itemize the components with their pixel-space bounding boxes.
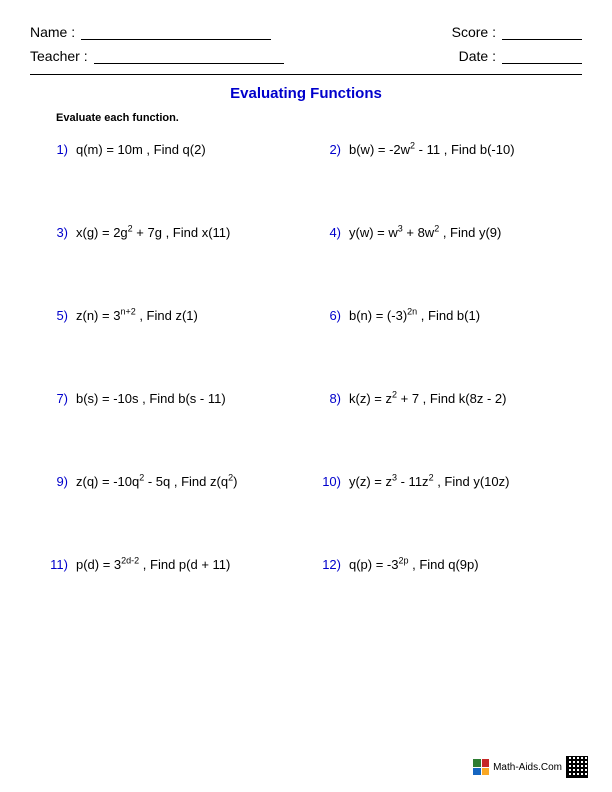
problem-number: 12) <box>311 557 341 572</box>
problem-expression: x(g) = 2g2 + 7g , Find x(11) <box>76 225 230 240</box>
problem-number: 4) <box>311 225 341 240</box>
problem-number: 2) <box>311 142 341 157</box>
footer-site: Math-Aids.Com <box>493 762 562 773</box>
problem-expression: k(z) = z2 + 7 , Find k(8z - 2) <box>349 391 506 406</box>
worksheet-page: Name : Score : Teacher : Date : Evaluati… <box>0 0 612 592</box>
problem-number: 11) <box>38 557 68 572</box>
name-blank <box>81 26 271 40</box>
problem-expression: b(w) = -2w2 - 11 , Find b(-10) <box>349 142 515 157</box>
problem-9: 9) z(q) = -10q2 - 5q , Find z(q2) <box>38 474 301 489</box>
problem-expression: y(z) = z3 - 11z2 , Find y(10z) <box>349 474 509 489</box>
problem-number: 10) <box>311 474 341 489</box>
logo-icon <box>473 759 489 775</box>
score-label: Score : <box>452 24 496 40</box>
problem-1: 1) q(m) = 10m , Find q(2) <box>38 142 301 157</box>
problem-number: 7) <box>38 391 68 406</box>
problem-number: 1) <box>38 142 68 157</box>
problem-2: 2) b(w) = -2w2 - 11 , Find b(-10) <box>311 142 574 157</box>
score-field: Score : <box>452 24 582 40</box>
qr-icon <box>566 756 588 778</box>
name-field: Name : <box>30 24 271 40</box>
problem-expression: p(d) = 32d-2 , Find p(d + 11) <box>76 557 230 572</box>
problem-expression: q(p) = -32p , Find q(9p) <box>349 557 479 572</box>
problem-number: 9) <box>38 474 68 489</box>
problem-4: 4) y(w) = w3 + 8w2 , Find y(9) <box>311 225 574 240</box>
problem-expression: z(q) = -10q2 - 5q , Find z(q2) <box>76 474 237 489</box>
teacher-field: Teacher : <box>30 48 284 64</box>
problem-11: 11) p(d) = 32d-2 , Find p(d + 11) <box>38 557 301 572</box>
problem-number: 8) <box>311 391 341 406</box>
date-blank <box>502 50 582 64</box>
problems-grid: 1) q(m) = 10m , Find q(2) 2) b(w) = -2w2 - … <box>30 142 582 572</box>
instruction-text: Evaluate each function. <box>56 112 582 124</box>
problem-8: 8) k(z) = z2 + 7 , Find k(8z - 2) <box>311 391 574 406</box>
problem-5: 5) z(n) = 3n+2 , Find z(1) <box>38 308 301 323</box>
teacher-label: Teacher : <box>30 48 88 64</box>
problem-expression: b(s) = -10s , Find b(s - 11) <box>76 391 226 406</box>
problem-expression: z(n) = 3n+2 , Find z(1) <box>76 308 198 323</box>
problem-number: 5) <box>38 308 68 323</box>
header-divider <box>30 74 582 75</box>
problem-3: 3) x(g) = 2g2 + 7g , Find x(11) <box>38 225 301 240</box>
problem-10: 10) y(z) = z3 - 11z2 , Find y(10z) <box>311 474 574 489</box>
name-label: Name : <box>30 24 75 40</box>
teacher-blank <box>94 50 284 64</box>
footer: Math-Aids.Com <box>473 756 588 778</box>
problem-expression: y(w) = w3 + 8w2 , Find y(9) <box>349 225 501 240</box>
score-blank <box>502 26 582 40</box>
date-label: Date : <box>459 48 496 64</box>
date-field: Date : <box>459 48 582 64</box>
problem-expression: q(m) = 10m , Find q(2) <box>76 142 206 157</box>
header-row-1: Name : Score : <box>30 24 582 40</box>
problem-7: 7) b(s) = -10s , Find b(s - 11) <box>38 391 301 406</box>
header-row-2: Teacher : Date : <box>30 48 582 64</box>
page-title: Evaluating Functions <box>30 85 582 102</box>
problem-number: 3) <box>38 225 68 240</box>
problem-6: 6) b(n) = (-3)2n , Find b(1) <box>311 308 574 323</box>
problem-expression: b(n) = (-3)2n , Find b(1) <box>349 308 480 323</box>
problem-number: 6) <box>311 308 341 323</box>
problem-12: 12) q(p) = -32p , Find q(9p) <box>311 557 574 572</box>
